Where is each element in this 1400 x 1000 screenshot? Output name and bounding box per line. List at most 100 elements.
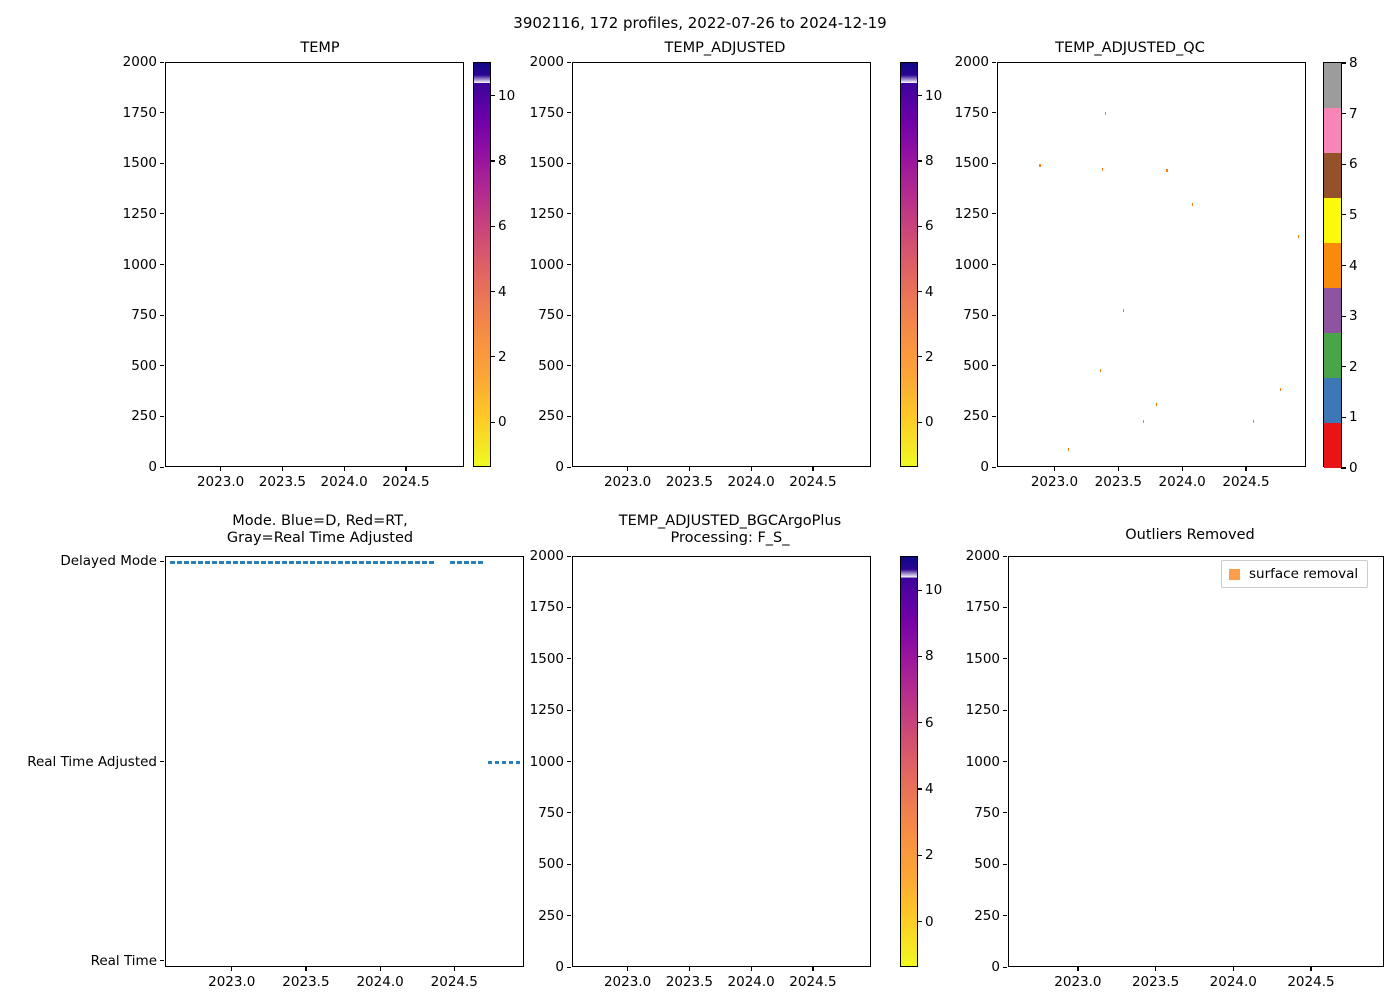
panel-temp-adjusted-title: TEMP_ADJUSTED bbox=[664, 40, 786, 56]
bgc-xtick-label: 2024.0 bbox=[727, 974, 775, 990]
outlier-marker bbox=[1171, 965, 1186, 966]
outliers-ytick-label: 1250 bbox=[965, 702, 1000, 719]
mode-marker bbox=[184, 560, 189, 565]
mode-marker bbox=[387, 560, 392, 565]
temp-adjusted-xtick-label: 2024.0 bbox=[727, 474, 775, 490]
qc-ytick bbox=[992, 365, 996, 367]
temp-adjusted-xtick-label: 2023.0 bbox=[603, 474, 652, 490]
plot-area-outliers[interactable] bbox=[1008, 556, 1384, 967]
qc-flag-marker bbox=[1067, 447, 1070, 451]
qc-ytick-label: 750 bbox=[963, 307, 989, 324]
mode-xtick-label: 2024.5 bbox=[430, 974, 478, 990]
temp-ytick-label: 1000 bbox=[122, 256, 157, 273]
outlier-marker bbox=[1119, 965, 1131, 966]
outliers-ytick bbox=[1003, 915, 1007, 917]
temp-ytick-label: 1500 bbox=[122, 155, 157, 172]
temp-adjusted-xtick-label: 2023.5 bbox=[665, 474, 713, 490]
colorbar-temp-adjusted-tick bbox=[917, 421, 922, 423]
colorbar-temp-tick bbox=[490, 421, 495, 423]
qc-ytick bbox=[992, 162, 996, 164]
colorbar-temp-adjusted-tick-label: 2 bbox=[925, 348, 934, 365]
temp-xtick bbox=[343, 467, 345, 471]
mode-marker bbox=[198, 560, 203, 565]
qc-xtick-label: 2023.0 bbox=[1030, 474, 1079, 490]
mode-marker bbox=[191, 560, 196, 565]
mode-marker bbox=[212, 560, 217, 565]
qc-xtick bbox=[1053, 467, 1056, 471]
qc-flag-marker bbox=[1253, 420, 1255, 424]
bgc-xtick-label: 2023.0 bbox=[603, 974, 652, 990]
outliers-ytick-label: 1750 bbox=[965, 599, 1000, 616]
qc-ytick bbox=[992, 61, 996, 63]
mode-marker bbox=[359, 560, 364, 565]
outlier-marker bbox=[1078, 965, 1090, 966]
mode-marker bbox=[282, 560, 287, 565]
colorbar-temp-tick bbox=[490, 356, 495, 358]
panel-outliers-title: Outliers Removed bbox=[1125, 527, 1255, 543]
outliers-ytick bbox=[1003, 555, 1007, 557]
colorbar-bgc-tick bbox=[917, 655, 922, 657]
plot-area-mode[interactable] bbox=[165, 556, 524, 967]
temp-ytick bbox=[160, 314, 164, 316]
mode-marker bbox=[422, 560, 427, 565]
temp-adjusted-ytick bbox=[567, 466, 571, 468]
mode-marker bbox=[415, 560, 420, 565]
outliers-ytick-label: 250 bbox=[974, 907, 1000, 924]
qc-xtick-label: 2024.0 bbox=[1158, 474, 1206, 490]
colorbar-qc-tick-label: 2 bbox=[1349, 358, 1358, 375]
qc-ytick bbox=[992, 213, 996, 215]
mode-marker bbox=[310, 560, 315, 565]
plot-area-bgc[interactable] bbox=[572, 556, 871, 967]
plot-area-temp-adjusted[interactable] bbox=[572, 62, 871, 467]
qc-flag-marker bbox=[1191, 203, 1194, 207]
outliers-ytick bbox=[1003, 863, 1007, 865]
qc-flag-marker bbox=[1143, 419, 1145, 423]
outliers-ytick-label: 750 bbox=[974, 804, 1000, 821]
bgc-ytick-label: 1500 bbox=[529, 650, 564, 667]
mode-marker bbox=[401, 560, 406, 565]
mode-marker bbox=[494, 760, 500, 765]
plot-area-temp-adjusted-qc[interactable] bbox=[997, 62, 1306, 467]
temp-adjusted-ytick-label: 1750 bbox=[529, 104, 564, 121]
bgc-xtick bbox=[750, 967, 752, 971]
plot-area-temp[interactable] bbox=[165, 62, 464, 467]
colorbar-temp-tick-label: 10 bbox=[498, 87, 516, 104]
temp-adjusted-xtick bbox=[750, 467, 752, 471]
outlier-marker bbox=[1061, 965, 1068, 966]
temp-adjusted-ytick bbox=[567, 112, 571, 114]
temp-xtick-label: 2023.5 bbox=[258, 474, 306, 490]
qc-xtick bbox=[1181, 467, 1183, 471]
colorbar-qc-tick bbox=[1341, 467, 1346, 469]
colorbar-bgc-tick bbox=[917, 589, 922, 591]
colorbar-bgc-tick-label: 10 bbox=[925, 582, 943, 599]
bgc-ytick bbox=[567, 966, 571, 968]
temp-ytick-label: 1750 bbox=[122, 104, 157, 121]
colorbar-temp-adjusted-tick bbox=[917, 291, 922, 293]
colorbar-bgc-tick bbox=[917, 788, 922, 790]
qc-ytick-label: 1250 bbox=[954, 205, 989, 222]
mode-marker bbox=[501, 760, 507, 765]
colorbar-temp-tick-label: 6 bbox=[498, 218, 507, 235]
colorbar-bgc: 0 2 4 6 8 10 bbox=[900, 556, 942, 967]
mode-marker bbox=[457, 560, 462, 565]
colorbar-temp-adjusted-tick bbox=[917, 95, 922, 97]
colorbar-temp-adjusted-tick bbox=[917, 225, 922, 227]
colorbar-temp: 0 2 4 6 8 10 bbox=[473, 62, 515, 467]
colorbar-temp-adjusted-tick-label: 4 bbox=[925, 283, 934, 300]
outlier-marker bbox=[1128, 965, 1134, 966]
mode-ytick bbox=[160, 761, 164, 763]
panel-temp-adjusted-qc-title: TEMP_ADJUSTED_QC bbox=[1055, 40, 1205, 56]
colorbar-temp-adjusted-tick-label: 8 bbox=[925, 152, 934, 169]
temp-ytick bbox=[160, 365, 164, 367]
outliers-ytick bbox=[1003, 761, 1007, 763]
mode-marker bbox=[205, 560, 210, 565]
colorbar-qc-tick-label: 0 bbox=[1349, 460, 1358, 476]
panel-mode-title: Mode. Blue=D, Red=RT, Gray=Real Time Adj… bbox=[226, 513, 414, 547]
outlier-marker bbox=[1330, 965, 1344, 966]
outliers-ytick bbox=[1003, 709, 1007, 711]
colorbar-qc-segment-7 bbox=[1324, 108, 1341, 154]
temp-adjusted-xtick-label: 2024.5 bbox=[789, 474, 837, 490]
temp-adjusted-ytick bbox=[567, 162, 571, 164]
mode-xtick bbox=[231, 967, 233, 971]
